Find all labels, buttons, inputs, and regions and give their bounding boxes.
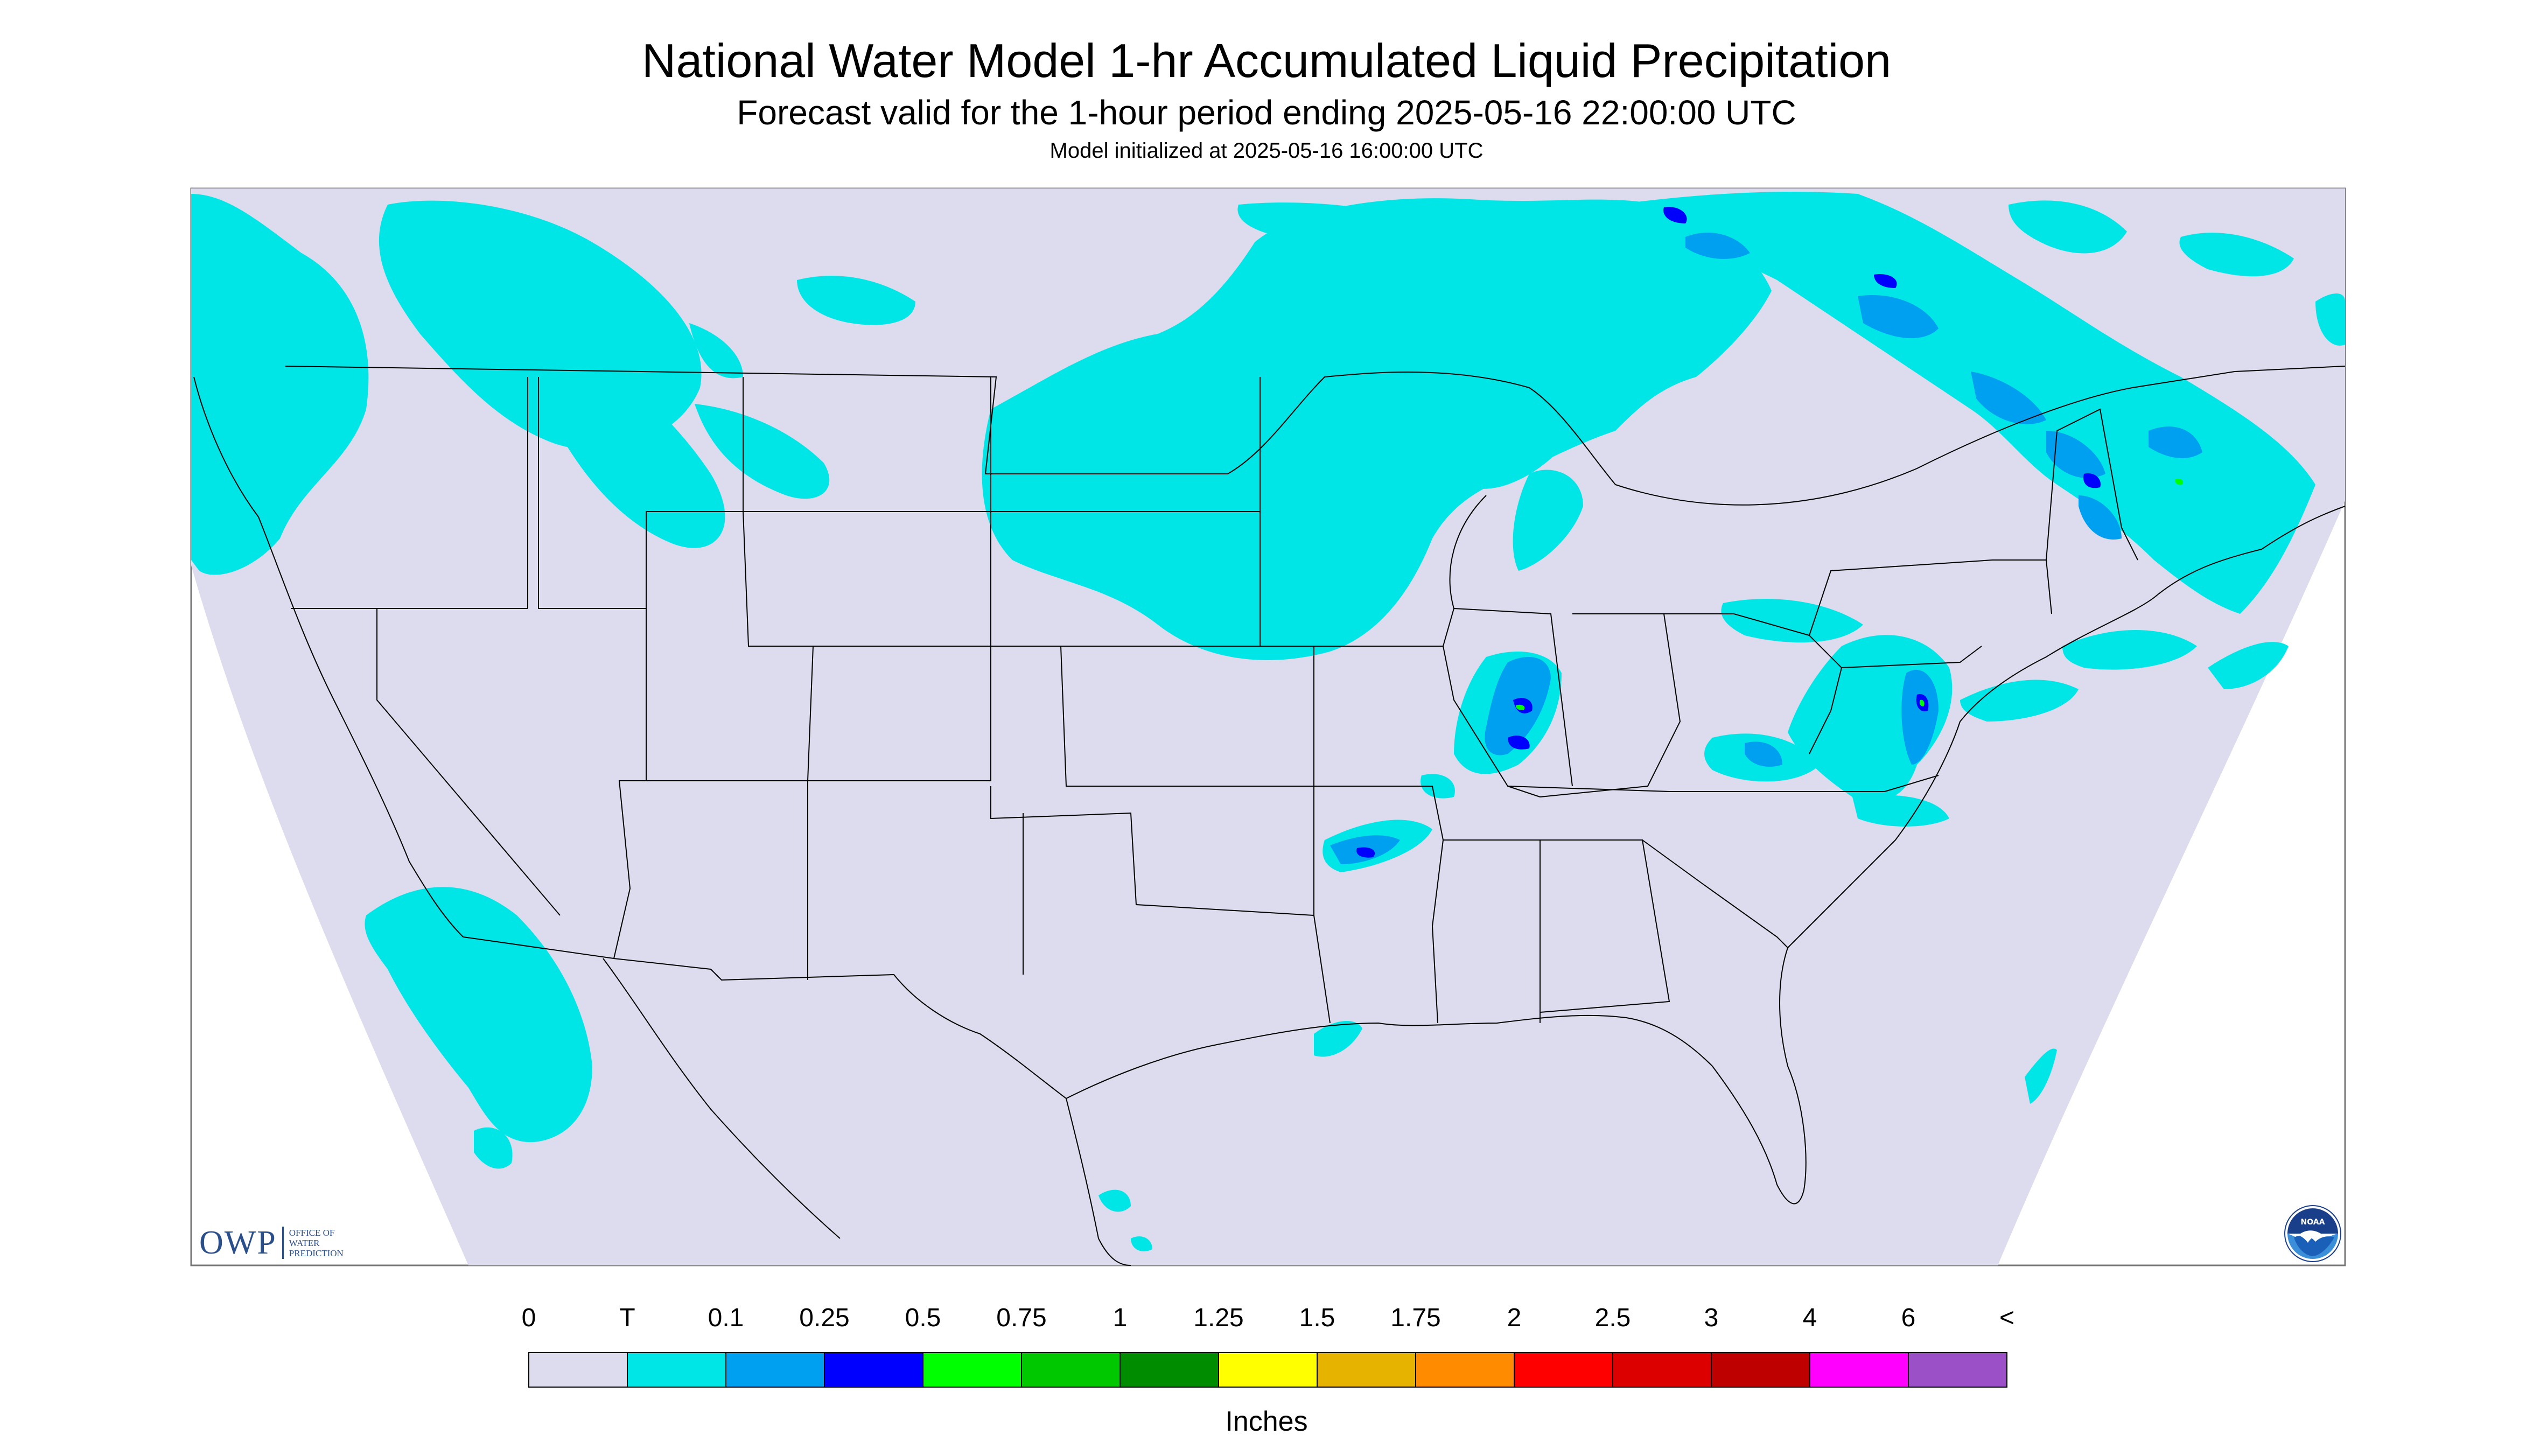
owp-logo-divider [282, 1227, 284, 1259]
light-precip-areas [1330, 232, 2202, 864]
model-init-caption: Model initialized at 2025-05-16 16:00:00… [1049, 139, 1484, 163]
noaa-logo-text: NOAA [2301, 1218, 2325, 1227]
map-title: National Water Model 1-hr Accumulated Li… [641, 34, 1892, 87]
forecast-valid-subtitle: Forecast valid for the 1-hour period end… [737, 93, 1796, 132]
trace-precip-areas [191, 192, 2345, 1251]
owp-logo-text: OWP [199, 1224, 277, 1261]
heavy-precip-areas [1516, 478, 2184, 710]
legend-units: Inches [1225, 1406, 1308, 1437]
boundary-lines [193, 366, 2346, 1266]
owp-logo-subtext: OFFICE OF WATER PREDICTION [289, 1227, 344, 1258]
noaa-logo: NOAA [2284, 1205, 2341, 1262]
owp-logo: OWP OFFICE OF WATER PREDICTION [199, 1221, 344, 1264]
